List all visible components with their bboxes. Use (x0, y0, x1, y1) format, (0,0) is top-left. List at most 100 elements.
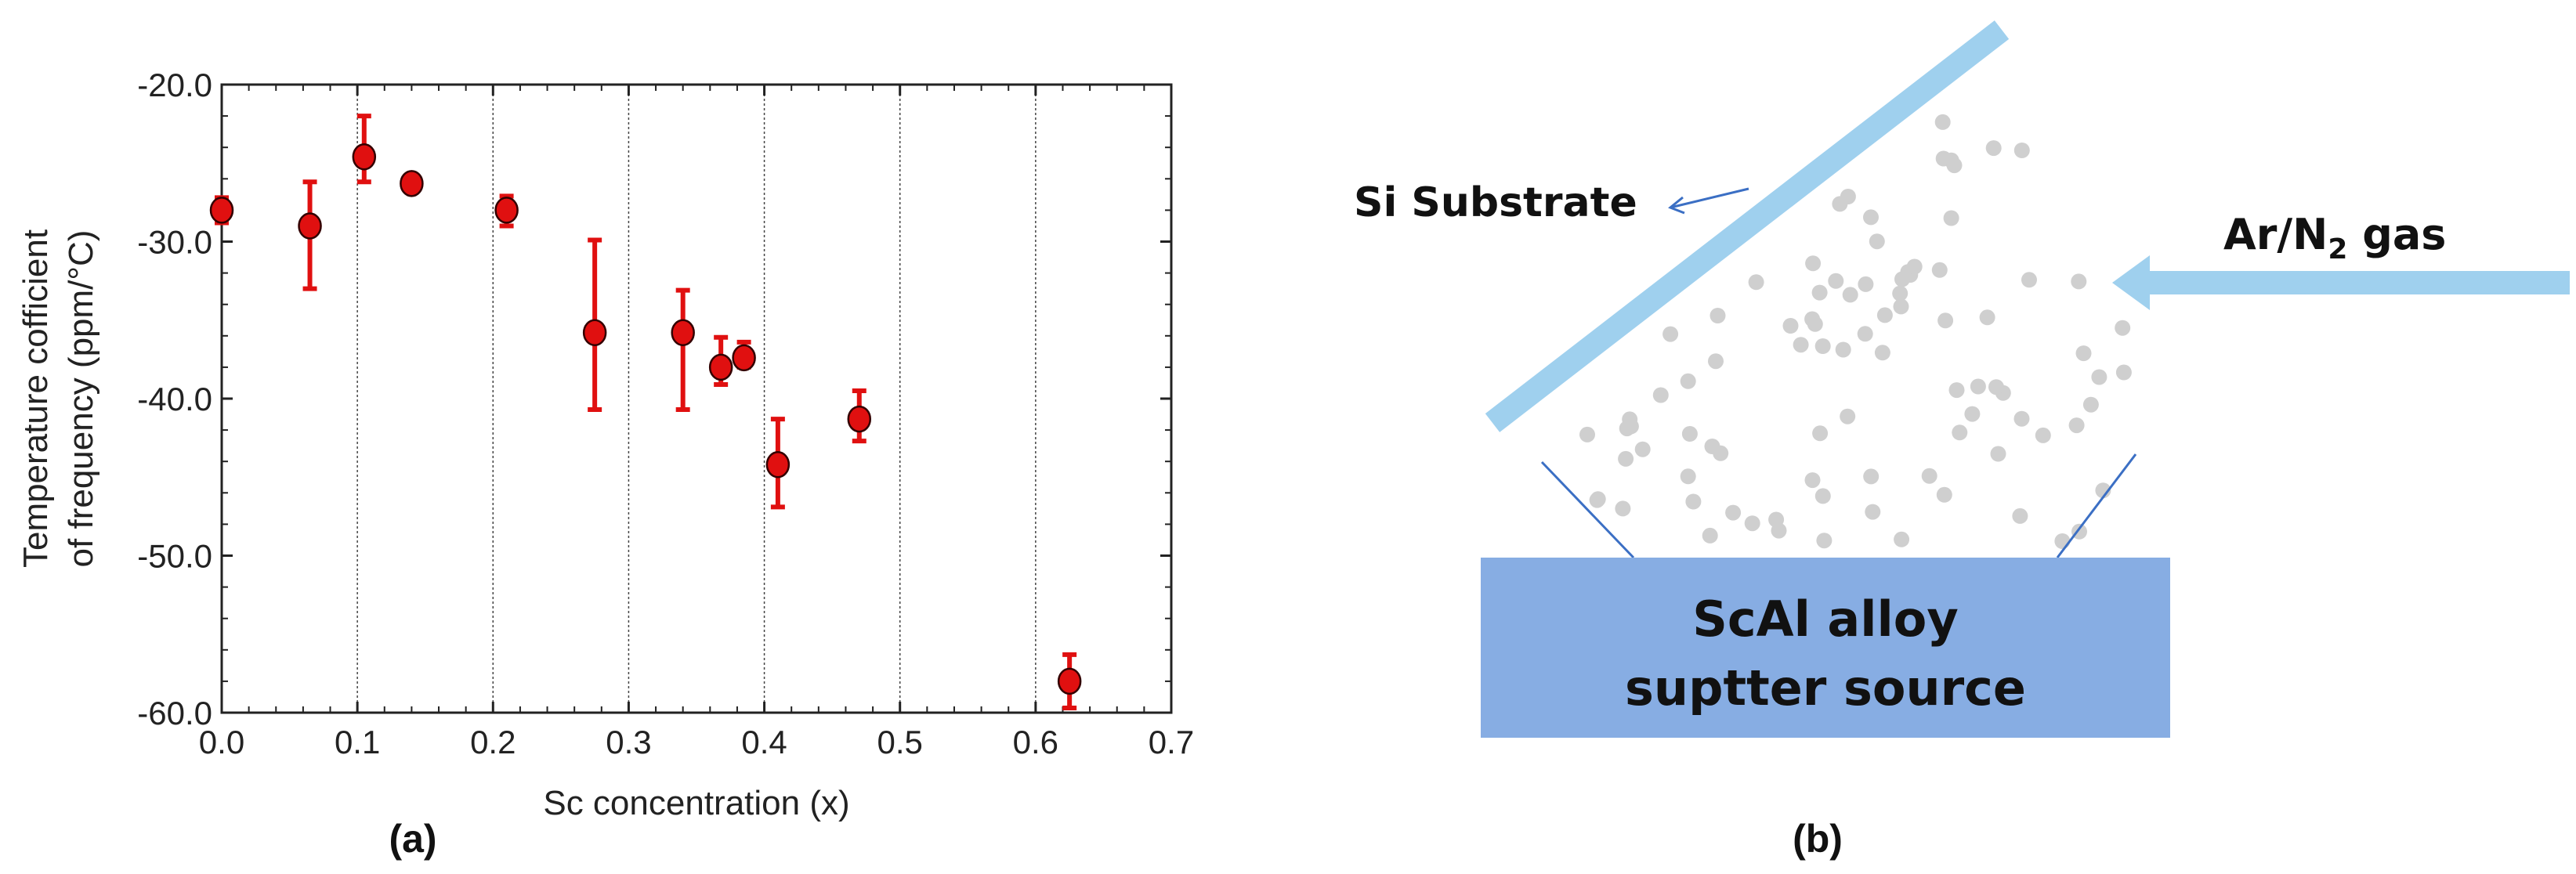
y-axis-label-line2: of frequency (ppm/°C) (62, 230, 100, 568)
si-substrate (1485, 20, 2010, 432)
particle (1681, 426, 1698, 442)
x-tick-label: 0.3 (606, 724, 651, 760)
particle (2035, 427, 2051, 443)
x-tick-label: 0.5 (877, 724, 923, 760)
particle (1804, 472, 1821, 489)
x-tick-label: 0.7 (1149, 724, 1194, 760)
particle (1615, 500, 1631, 517)
particle (1744, 515, 1760, 532)
particle (1863, 209, 1879, 226)
particle (1814, 338, 1831, 354)
sputtered-particles (1579, 114, 2132, 549)
particle (1812, 425, 1829, 442)
particle (1936, 486, 1952, 503)
particle (1793, 337, 1809, 353)
particle (1811, 284, 1828, 301)
data-point (671, 319, 695, 347)
particle (2012, 507, 2028, 524)
data-point (765, 450, 791, 479)
particle (2013, 143, 2030, 158)
plume-right-edge (2056, 453, 2137, 558)
substrate-label: Si Substrate (1354, 179, 1637, 226)
x-tick-label: 0.6 (1013, 724, 1058, 760)
particle (1979, 309, 1995, 326)
particle (1814, 488, 1831, 504)
particle (1858, 276, 1874, 292)
data-point (708, 353, 733, 381)
y-tick-label: -20.0 (137, 67, 212, 103)
particle (1874, 345, 1890, 361)
particle (1816, 533, 1833, 549)
data-point (1057, 667, 1082, 695)
particle (1804, 311, 1821, 327)
particle (1948, 382, 1965, 399)
particle (1704, 439, 1720, 454)
particle (1865, 504, 1881, 520)
particle (1725, 504, 1742, 521)
particle (1828, 273, 1844, 289)
y-tick-label: -50.0 (137, 538, 212, 575)
particle (1946, 157, 1963, 174)
particle (1990, 446, 2006, 462)
particle (1680, 373, 1696, 389)
particle (1805, 255, 1822, 272)
particle (1768, 511, 1785, 528)
particle (1985, 140, 2002, 157)
x-tick-label: 0.4 (741, 724, 787, 760)
source-label-line1: ScAl alloy (1692, 590, 1959, 648)
particle (1937, 312, 1954, 329)
particle (1892, 285, 1908, 302)
particle (1782, 318, 1799, 334)
x-tick-label: 0.2 (470, 724, 516, 760)
scal-sputter-source (1481, 558, 2170, 738)
data-point (298, 212, 322, 240)
data-point (209, 197, 234, 224)
particle (1748, 274, 1764, 291)
particle (2095, 482, 2111, 499)
particle (1952, 424, 1968, 441)
panel-a-label: (a) (389, 817, 436, 861)
particle (1931, 262, 1948, 278)
particle (1894, 531, 1910, 547)
x-tick-label: 0.1 (335, 724, 380, 760)
error-bars (215, 114, 1077, 710)
particle (2082, 396, 2099, 413)
particle (2013, 410, 2030, 427)
x-tick-label: 0.0 (199, 724, 244, 760)
gas-label: Ar/N2 gas (2223, 210, 2446, 265)
y-tick-labels: -20.0 -30.0 -40.0 -50.0 -60.0 (137, 67, 212, 731)
particle (1893, 298, 1909, 315)
particle (1970, 378, 1986, 395)
scatter-chart: 0.0 0.1 0.2 0.3 0.4 0.5 0.6 0.7 -20.0 -30.0 -40.0… (16, 67, 1194, 861)
y-tick-label: -40.0 (137, 381, 212, 417)
particle (1662, 326, 1679, 342)
particle (1964, 406, 1981, 422)
data-point (847, 405, 872, 433)
x-tick-labels: 0.0 0.1 0.2 0.3 0.4 0.5 0.6 0.7 (199, 724, 1194, 760)
data-point (732, 344, 756, 372)
data-point (582, 319, 607, 347)
particle (1842, 287, 1858, 303)
axis-ticks (220, 83, 1173, 714)
particle (2115, 320, 2131, 336)
plume-left-edge (1540, 460, 1635, 559)
particle (2091, 369, 2107, 385)
particle (1652, 387, 1669, 403)
particle (1921, 468, 1937, 484)
particle (1863, 468, 1880, 485)
y-tick-label: -60.0 (137, 695, 212, 731)
particle (1934, 114, 1951, 130)
y-tick-label: -30.0 (137, 224, 212, 261)
particle (1832, 196, 1848, 212)
particle (1857, 326, 1873, 342)
data-point (352, 143, 377, 171)
error-bar (675, 287, 690, 413)
panel-b-label: (b) (1793, 817, 1843, 861)
particle (1708, 353, 1724, 370)
particle (2071, 273, 2087, 290)
data-point (400, 170, 424, 197)
particle (1835, 341, 1851, 358)
particle (2115, 364, 2132, 381)
data-point (494, 197, 519, 224)
